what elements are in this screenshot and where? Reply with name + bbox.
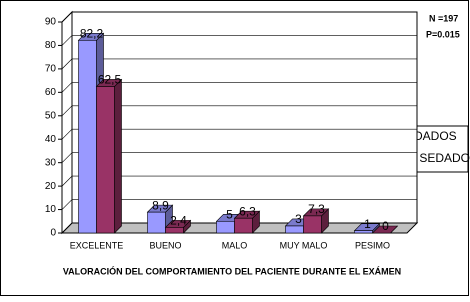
- bar: [302, 208, 330, 234]
- bar-front: [234, 217, 253, 234]
- annotation: P=0.015: [426, 29, 460, 39]
- data-label: 3: [295, 212, 302, 226]
- grid-line: [61, 105, 73, 116]
- y-tick-label: 90: [45, 17, 57, 28]
- x-tick-label: MALO: [222, 240, 248, 250]
- x-tick-label: BUENO: [149, 240, 181, 250]
- y-tick-label: 10: [45, 204, 57, 215]
- y-tick-label: 20: [45, 181, 57, 192]
- grid-line: [61, 11, 73, 23]
- bar-front: [303, 215, 322, 234]
- data-label: 6,3: [239, 204, 256, 218]
- grid-line: [61, 35, 73, 46]
- data-label: 82,2: [80, 26, 104, 40]
- data-label: 8,9: [152, 198, 169, 212]
- back-wall: [71, 11, 418, 224]
- bar-front: [354, 230, 373, 234]
- data-label: 2,4: [170, 214, 187, 228]
- y-tick-label: 50: [45, 110, 57, 121]
- bar-front: [147, 211, 166, 234]
- bar: [353, 222, 381, 234]
- grid-line: [61, 82, 73, 93]
- grid-line: [61, 129, 73, 140]
- annotation: N =197: [429, 13, 458, 23]
- grid-line: [61, 175, 73, 187]
- bar: [233, 210, 261, 234]
- bar-front: [216, 220, 235, 234]
- side-wall: [61, 10, 73, 235]
- y-tick-label: 60: [45, 87, 57, 98]
- bar: [164, 219, 192, 234]
- data-label: 1: [364, 217, 371, 231]
- x-axis-title: VALORACIÓN DEL COMPORTAMIENTO DEL PACIEN…: [63, 265, 401, 276]
- y-tick-label: 70: [45, 64, 57, 75]
- bar-side: [114, 78, 122, 234]
- data-label: 7,3: [308, 202, 325, 216]
- bar: [371, 225, 399, 234]
- y-tick-label: 30: [45, 157, 57, 168]
- data-label: 62,5: [98, 73, 122, 87]
- grid-line: [61, 222, 73, 234]
- x-tick-label: EXCELENTE: [70, 240, 124, 250]
- x-tick-label: PESIMO: [355, 240, 390, 250]
- y-tick-label: 40: [45, 134, 57, 145]
- x-tick-label: MUY MALO: [280, 240, 328, 250]
- y-tick-label: 0: [50, 228, 56, 239]
- bar-front: [285, 225, 304, 234]
- grid-line: [61, 199, 73, 210]
- grid-line: [61, 58, 73, 70]
- bar-front: [96, 86, 115, 234]
- bar-front: [165, 227, 184, 234]
- data-label: 5: [226, 207, 233, 221]
- data-label: 0: [382, 219, 389, 233]
- bar-front: [78, 39, 97, 234]
- y-tick-label: 80: [45, 40, 57, 51]
- grid-line: [61, 152, 73, 163]
- bar-top: [371, 225, 399, 234]
- bar: [95, 78, 123, 234]
